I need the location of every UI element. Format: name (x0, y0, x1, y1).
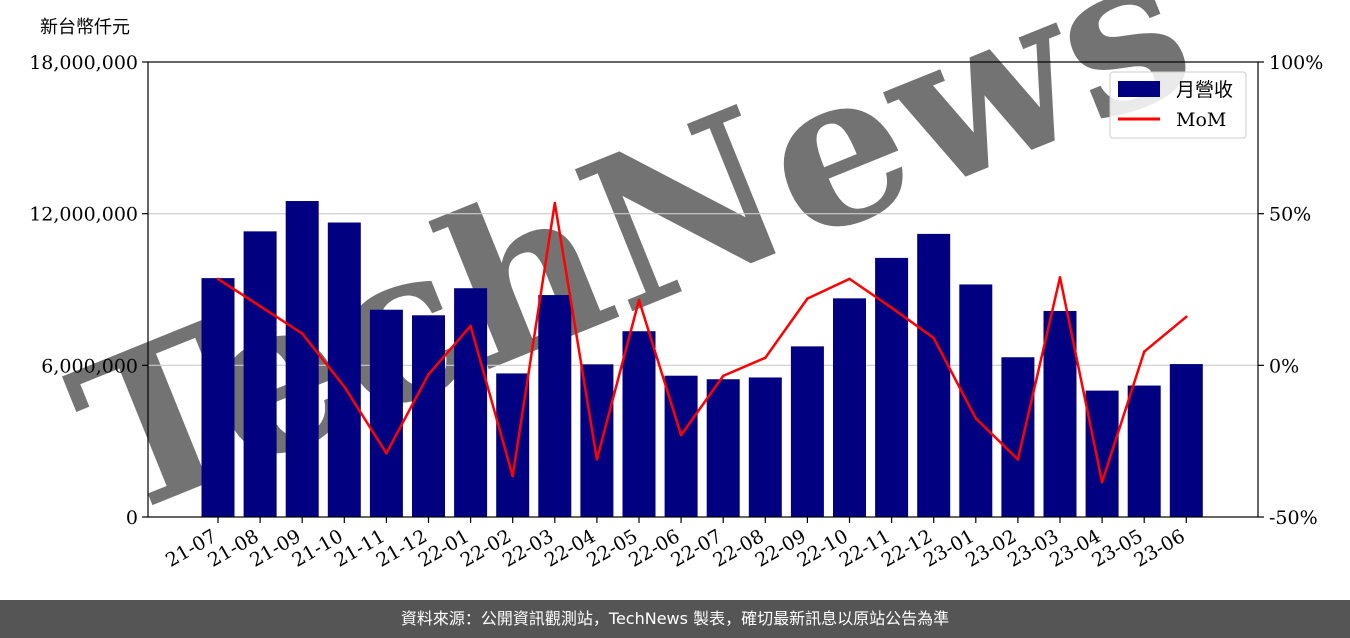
plot-frame (147, 61, 1259, 518)
mom-line (217, 201, 1188, 484)
mom-point (216, 277, 220, 281)
right-tick-label: -50% (1269, 507, 1318, 529)
mom-point (595, 458, 599, 461)
revenue-bar (1085, 390, 1119, 517)
revenue-bar (1127, 385, 1161, 517)
mom-point (553, 201, 557, 205)
mom-point (974, 417, 978, 420)
mom-point (469, 324, 472, 328)
revenue-bar (1001, 357, 1035, 517)
revenue-bar (285, 201, 319, 517)
mom-point (637, 298, 641, 302)
revenue-bar (538, 295, 572, 517)
bar-layer (201, 201, 1203, 517)
revenue-bar (959, 284, 993, 517)
mom-point (806, 297, 809, 300)
y-unit-label: 新台幣仟元 (40, 17, 130, 38)
mom-point (679, 433, 683, 437)
revenue-bar (622, 331, 656, 517)
revenue-bar (327, 222, 361, 517)
revenue-bar (369, 309, 403, 517)
mom-point (1016, 458, 1020, 461)
left-tick-label: 12,000,000 (29, 204, 138, 226)
mom-point (1142, 350, 1146, 353)
mom-point (385, 452, 388, 455)
right-tick-label: 50% (1269, 204, 1311, 226)
mom-point (721, 374, 725, 378)
mom-point (764, 356, 767, 360)
left-tick-label: 6,000,000 (41, 355, 138, 377)
revenue-bar (748, 377, 782, 517)
mom-point (343, 385, 346, 388)
source-footer: 資料來源：公開資訊觀測站，TechNews 製表，確切最新訊息以原站公告為準 (0, 600, 1350, 638)
revenue-bar (1169, 364, 1203, 517)
mom-point (511, 474, 514, 478)
mom-point (300, 332, 304, 335)
revenue-bar (1043, 310, 1077, 517)
mom-point (427, 373, 430, 376)
revenue-bar (833, 298, 866, 517)
revenue-bar (412, 315, 445, 517)
revenue-bar (917, 233, 951, 517)
line-layer (216, 201, 1188, 484)
mom-point (890, 306, 893, 310)
mom-point (258, 304, 262, 308)
legend-label-mom: MoM (1176, 109, 1226, 131)
legend-label-revenue: 月營收 (1176, 79, 1233, 101)
revenue-bar (706, 379, 740, 517)
left-tick-label: 18,000,000 (29, 52, 138, 74)
right-tick-label: 100% (1269, 52, 1323, 74)
revenue-bar (875, 257, 909, 517)
legend: 月營收 MoM (1109, 71, 1247, 139)
mom-point (1185, 315, 1188, 319)
mom-point (1058, 276, 1062, 279)
mom-point (848, 277, 851, 281)
left-tick-label: 0 (126, 507, 138, 529)
revenue-bar (790, 346, 824, 517)
legend-swatch-bar (1118, 81, 1160, 97)
revenue-chart: TechNews 06,000,00012,000,00018,000,000-… (29, 0, 1323, 572)
revenue-bar (454, 288, 488, 517)
right-tick-label: 0% (1269, 355, 1299, 377)
mom-point (1100, 480, 1104, 484)
mom-point (932, 336, 935, 340)
revenue-bar (243, 231, 277, 517)
revenue-bar (201, 278, 235, 517)
